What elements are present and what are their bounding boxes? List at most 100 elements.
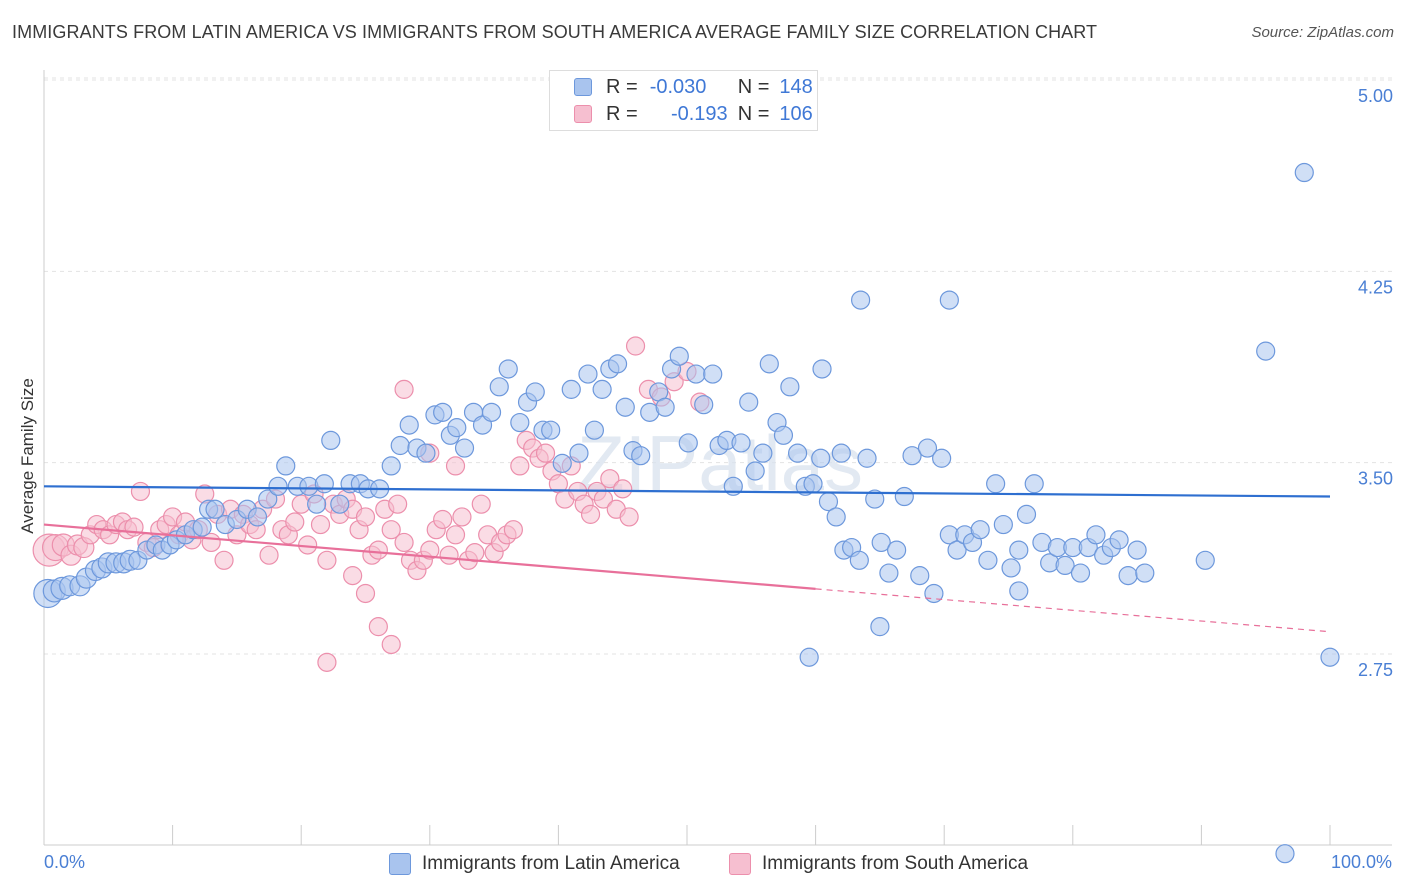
south-america-point [600,469,620,489]
y-tick-label: 5.00 [1358,86,1393,106]
south-america-point [368,617,388,637]
latin-america-point [812,359,832,379]
latin-america-point [447,418,467,438]
south-america-point [420,540,440,560]
latin-america-point [1294,162,1314,183]
latin-america-point [268,476,288,496]
latin-america-point [865,489,885,509]
latin-america-point [799,647,819,667]
latin-america-point [986,474,1006,494]
latin-america-point [902,446,922,466]
latin-america-point [1109,530,1129,550]
latin-america-point [1055,555,1075,576]
latin-america-point [525,382,545,402]
south-america-point [394,532,414,553]
latin-america-point [1016,504,1037,524]
n-label: N = [737,75,770,98]
south-america-point [214,550,234,570]
latin-america-point [481,402,502,422]
latin-america-point [739,392,759,412]
south-america-point [381,634,401,655]
latin-america-point [607,354,628,374]
south-america-point [535,443,556,463]
latin-america-point [731,433,751,453]
n-value: 106 [779,102,813,125]
latin-america-point [510,412,530,433]
latin-america-point [669,346,689,366]
latin-america-point [686,364,706,384]
latin-america-point [879,563,899,583]
latin-america-point [851,290,871,310]
south-america-point [580,504,601,524]
y-tick-label: 2.75 [1358,660,1393,680]
latin-america-point [947,540,967,560]
y-tick-label: 3.50 [1358,469,1393,489]
r-label: R = [606,75,638,98]
latin-america-point [541,420,561,440]
latin-america-point [552,453,572,473]
latin-america-point [887,540,907,560]
south-america-point [381,520,401,540]
latin-america-point [753,443,773,463]
latin-america-point [247,507,268,527]
south-america-point [613,479,633,499]
south-america-point [503,520,523,540]
latin-america-point [1070,563,1091,583]
latin-america-point [787,443,808,463]
legend-swatch-pink [574,105,592,123]
south-america-point [310,514,331,535]
latin-america-point [330,494,350,514]
trend-line-dashed-1 [815,588,1331,633]
correlation-legend: R = -0.030 N = 148 R = -0.193 N = 106 [549,70,818,131]
trend-lines [43,485,1331,633]
legend-item-south-america[interactable]: Immigrants from South America [729,853,1028,875]
legend-row-south-america: R = -0.193 N = 106 [574,102,813,126]
latin-america-point [894,486,914,507]
latin-america-points [33,162,1340,864]
south-america-point [445,525,466,545]
latin-america-point [1086,525,1106,545]
south-america-point [388,494,408,514]
legend-swatch-blue [389,853,411,875]
south-america-point [355,507,376,527]
latin-america-point [307,494,327,514]
x-tick-label-0: 0.0% [44,852,85,872]
south-america-point [317,652,337,672]
latin-america-point [1256,341,1276,361]
n-value: 148 [779,75,813,98]
latin-america-point [489,377,509,397]
latin-america-point [192,517,212,537]
latin-america-point [578,364,598,384]
latin-america-point [1024,474,1044,494]
south-america-point [625,336,646,356]
latin-america-point [655,397,675,417]
latin-america-point [381,456,401,476]
legend-swatch-blue [574,78,592,96]
latin-america-point [939,290,959,310]
y-tick-label: 4.25 [1358,277,1393,297]
latin-america-point [454,438,475,458]
latin-america-point [803,474,823,494]
latin-america-point [831,443,851,463]
latin-america-point [321,430,341,450]
latin-america-point [592,379,612,399]
latin-america-point [932,448,952,468]
latin-america-point [1001,558,1021,578]
latin-america-point [978,550,998,570]
latin-america-point [1118,566,1138,586]
latin-america-point [970,520,990,540]
latin-america-point [433,402,453,422]
legend-item-latin-america[interactable]: Immigrants from Latin America [389,853,680,875]
latin-america-point [917,438,938,458]
latin-america-point [631,446,651,466]
legend-label-latin-america: Immigrants from Latin America [422,853,680,874]
latin-america-point [1275,844,1295,864]
latin-america-point [870,617,890,637]
latin-america-point [703,364,723,384]
latin-america-point [1320,647,1340,667]
latin-america-point [1009,540,1029,560]
y-axis-tick-labels: 2.75 3.50 4.25 5.00 [1358,86,1393,680]
trend-line-0 [43,485,1331,498]
latin-america-point [498,359,518,379]
